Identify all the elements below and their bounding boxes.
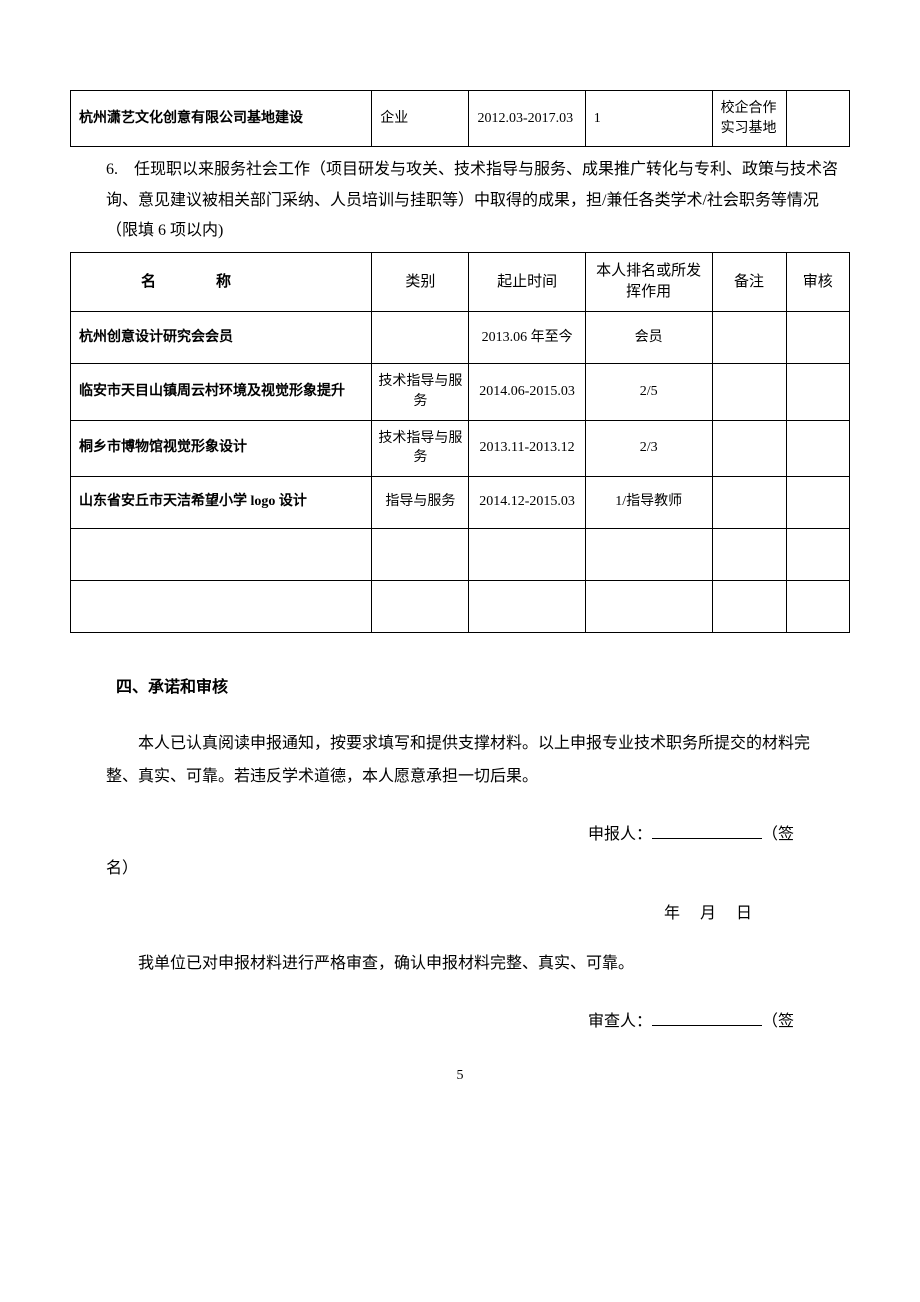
table-row	[71, 528, 850, 580]
applicant-label: 申报人：	[588, 826, 652, 843]
cell-name	[71, 580, 372, 632]
table-row: 临安市天目山镇周云村环境及视觉形象提升技术指导与服务2014.06-2015.0…	[71, 364, 850, 420]
cell-name: 山东省安丘市天洁希望小学 logo 设计	[71, 476, 372, 528]
cell-name	[71, 528, 372, 580]
cell-audit	[786, 91, 849, 147]
section4-heading: 四、承诺和审核	[116, 673, 850, 697]
unit-declaration-text: 我单位已对申报材料进行严格审查，确认申报材料完整、真实、可靠。	[106, 947, 814, 981]
signature-underline	[652, 1025, 762, 1026]
cell-name: 临安市天目山镇周云村环境及视觉形象提升	[71, 364, 372, 420]
table-row: 杭州潇艺文化创意有限公司基地建设 企业 2012.03-2017.03 1 校企…	[71, 91, 850, 147]
cell-audit	[786, 580, 849, 632]
cell-period: 2014.06-2015.03	[469, 364, 585, 420]
table-row: 桐乡市博物馆视觉形象设计技术指导与服务2013.11-2013.122/3	[71, 420, 850, 476]
reviewer-signature-line: 审查人： （签	[106, 1005, 814, 1039]
table-row: 杭州创意设计研究会会员 2013.06 年至今会员	[71, 312, 850, 364]
cell-type	[372, 580, 469, 632]
cell-role: 2/3	[585, 420, 712, 476]
declaration-text: 本人已认真阅读申报通知，按要求填写和提供支撑材料。以上申报专业技术职务所提交的材…	[106, 727, 814, 794]
cell-type: 企业	[372, 91, 469, 147]
cell-note	[712, 364, 786, 420]
th-period: 起止时间	[469, 253, 585, 312]
table-row: 山东省安丘市天洁希望小学 logo 设计指导与服务2014.12-2015.03…	[71, 476, 850, 528]
cell-type: 指导与服务	[372, 476, 469, 528]
cell-note: 校企合作实习基地	[712, 91, 786, 147]
cell-role: 1/指导教师	[585, 476, 712, 528]
applicant-signature-line: 申报人： （签	[106, 818, 814, 852]
cell-name: 杭州潇艺文化创意有限公司基地建设	[71, 91, 372, 147]
cell-period	[469, 580, 585, 632]
cell-audit	[786, 364, 849, 420]
cell-type	[372, 312, 469, 364]
th-note: 备注	[712, 253, 786, 312]
section6-description: 6. 任现职以来服务社会工作（项目研发与攻关、技术指导与服务、成果推广转化与专利…	[70, 147, 850, 252]
sign-suffix: （签	[762, 1013, 794, 1030]
cell-period: 2013.06 年至今	[469, 312, 585, 364]
th-name: 名称	[71, 253, 372, 312]
page-number: 5	[70, 1068, 850, 1084]
cell-type: 技术指导与服务	[372, 364, 469, 420]
cell-type: 技术指导与服务	[372, 420, 469, 476]
cell-audit	[786, 420, 849, 476]
sign-suffix: （签	[762, 826, 794, 843]
cell-audit	[786, 476, 849, 528]
social-work-table: 名称 类别 起止时间 本人排名或所发挥作用 备注 审核 杭州创意设计研究会会员 2…	[70, 252, 850, 632]
th-type: 类别	[372, 253, 469, 312]
th-role: 本人排名或所发挥作用	[585, 253, 712, 312]
th-audit: 审核	[786, 253, 849, 312]
cell-name: 桐乡市博物馆视觉形象设计	[71, 420, 372, 476]
cell-name: 杭州创意设计研究会会员	[71, 312, 372, 364]
cell-period: 2013.11-2013.12	[469, 420, 585, 476]
cell-note	[712, 580, 786, 632]
table-header-row: 名称 类别 起止时间 本人排名或所发挥作用 备注 审核	[71, 253, 850, 312]
cell-audit	[786, 528, 849, 580]
cell-note	[712, 528, 786, 580]
reviewer-label: 审查人：	[588, 1013, 652, 1030]
cell-role	[585, 580, 712, 632]
signature-underline	[652, 838, 762, 839]
table-row	[71, 580, 850, 632]
cell-note	[712, 476, 786, 528]
cell-note	[712, 420, 786, 476]
cell-role: 会员	[585, 312, 712, 364]
cell-period	[469, 528, 585, 580]
sign-suffix-line: 名）	[106, 852, 814, 886]
cell-audit	[786, 312, 849, 364]
cell-role	[585, 528, 712, 580]
cell-period: 2014.12-2015.03	[469, 476, 585, 528]
cell-type	[372, 528, 469, 580]
date-line: 年 月 日	[70, 899, 850, 923]
cell-period: 2012.03-2017.03	[469, 91, 585, 147]
prior-table-fragment: 杭州潇艺文化创意有限公司基地建设 企业 2012.03-2017.03 1 校企…	[70, 90, 850, 147]
cell-note	[712, 312, 786, 364]
cell-role: 1	[585, 91, 712, 147]
cell-role: 2/5	[585, 364, 712, 420]
